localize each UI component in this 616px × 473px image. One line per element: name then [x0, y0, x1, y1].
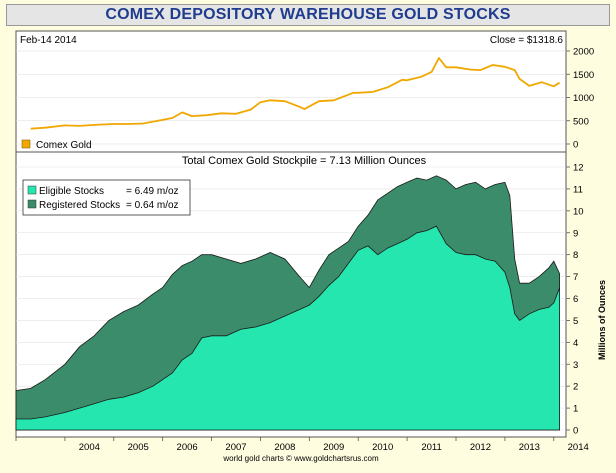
top-ytick-label: 1500 — [573, 70, 594, 81]
bottom-ytick-label: 3 — [573, 360, 578, 371]
xtick-label: 2013 — [519, 442, 540, 453]
registered-legend-label: Registered Stocks — [39, 200, 120, 211]
xtick-label: 2010 — [372, 442, 393, 453]
bottom-ytick-label: 12 — [573, 163, 584, 174]
xtick-label: 2014 — [568, 442, 589, 453]
registered-legend-value: = 0.64 m/oz — [126, 200, 179, 211]
gold-legend-label: Comex Gold — [36, 140, 92, 151]
registered-legend-swatch — [27, 199, 37, 209]
top-ytick-label: 0 — [573, 140, 578, 151]
xtick-label: 2011 — [421, 442, 441, 453]
eligible-legend-label: Eligible Stocks — [39, 186, 104, 197]
xtick-label: 2006 — [177, 442, 198, 453]
bottom-ytick-label: 2 — [573, 382, 578, 393]
date-label: Feb-14 2014 — [20, 35, 77, 46]
top-plot-area — [15, 30, 567, 153]
top-y-axis-ticks: 0 500 1000 1500 2000 — [566, 47, 594, 151]
bottom-ytick-label: 11 — [573, 184, 583, 195]
series-comex-gold-line — [30, 57, 561, 130]
top-ytick-label: 500 — [573, 116, 589, 127]
bottom-ytick-label: 4 — [573, 338, 578, 349]
bottom-ytick-label: 6 — [573, 294, 578, 305]
top-gridlines — [16, 50, 566, 145]
footer-credit: world gold charts © www.goldchartsrus.co… — [222, 454, 379, 463]
bottom-ytick-label: 10 — [573, 206, 584, 217]
bottom-ytick-label: 0 — [573, 426, 578, 437]
xtick-label: 2005 — [128, 442, 149, 453]
bottom-ytick-label: 8 — [573, 250, 578, 261]
y-axis-label: Millions of Ounces — [597, 280, 607, 360]
eligible-legend-value: = 6.49 m/oz — [126, 186, 179, 197]
bottom-ytick-label: 1 — [573, 404, 578, 415]
bottom-ytick-label: 9 — [573, 228, 578, 239]
eligible-legend-swatch — [27, 185, 37, 195]
close-price-label: Close = $1318.6 — [490, 35, 564, 46]
top-ytick-label: 2000 — [573, 47, 594, 58]
gold-line-group — [30, 57, 561, 130]
stock-areas — [15, 175, 560, 431]
xtick-label: 2007 — [225, 442, 246, 453]
xtick-label: 2009 — [323, 442, 344, 453]
bottom-ytick-label: 5 — [573, 316, 578, 327]
chart-title: COMEX DEPOSITORY WAREHOUSE GOLD STOCKS — [6, 4, 610, 26]
series-eligible-area — [15, 225, 560, 431]
stockpile-title: Total Comex Gold Stockpile = 7.13 Millio… — [182, 155, 427, 167]
top-ytick-label: 1000 — [573, 93, 594, 104]
xtick-label: 2012 — [470, 442, 491, 453]
gold-legend-swatch — [21, 139, 31, 149]
stock-legend-box — [22, 179, 191, 216]
xtick-label: 2008 — [274, 442, 295, 453]
xtick-label: 2004 — [79, 442, 100, 453]
x-axis-ticks: 2004 2005 2006 2007 2008 2009 2010 2011 2012 2013… — [15, 437, 589, 453]
bottom-ytick-label: 7 — [573, 272, 578, 283]
